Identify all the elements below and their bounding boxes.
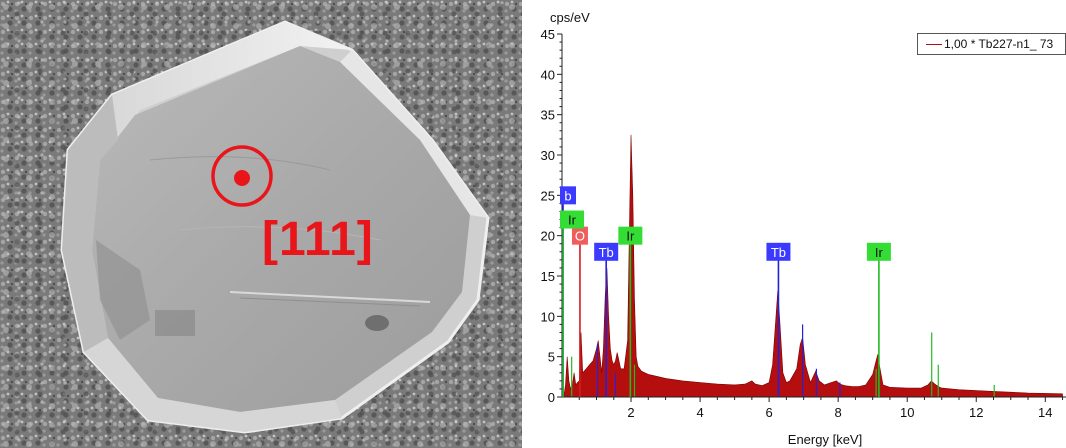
- x-tick-label-10: 10: [900, 405, 914, 420]
- element-box-ir-6: [560, 210, 584, 229]
- x-axis-label: Energy [keV]: [788, 432, 862, 447]
- y-tick-label-15: 15: [541, 269, 555, 284]
- y-tick-label-30: 30: [541, 148, 555, 163]
- spectrum-area: [563, 134, 1063, 398]
- analysis-spot-ring: [211, 145, 273, 207]
- crystal-orientation-label: [111]: [262, 213, 374, 266]
- element-label-ir-2: Ir: [626, 229, 635, 244]
- x-tick-label-4: 4: [696, 405, 703, 420]
- x-tick-label-2: 2: [627, 405, 634, 420]
- element-label-tb-1: Tb: [599, 245, 614, 260]
- legend-entry: 1,00 * Tb227-n1_ 73: [944, 37, 1054, 51]
- y-axis-unit-label: cps/eV: [550, 10, 590, 25]
- x-tick-label-8: 8: [835, 405, 842, 420]
- edx-spectrum-chart: cps/eV 0 5 10 15 20 25 30 35 40 45 2 4 6 8 10 12 14 O Tb I…: [522, 0, 1066, 448]
- element-box-b-5: [560, 186, 576, 205]
- y-tick-label-35: 35: [541, 108, 555, 123]
- y-tick-label-40: 40: [541, 67, 555, 82]
- legend: 1,00 * Tb227-n1_ 73: [917, 33, 1066, 55]
- x-tick-label-6: 6: [766, 405, 773, 420]
- element-box-tb-1: [594, 242, 619, 261]
- sem-image: [0, 0, 522, 448]
- spectrum-plot: cps/eV 0 5 10 15 20 25 30 35 40 45 2 4 6 8 10 12 14 O Tb I…: [541, 10, 1066, 447]
- x-tick-label-12: 12: [969, 405, 983, 420]
- y-tick-label-25: 25: [541, 188, 555, 203]
- sem-micrograph: [111]: [0, 0, 522, 448]
- x-tick-label-14: 14: [1038, 405, 1052, 420]
- element-label-o-0: O: [575, 229, 585, 244]
- y-tick-label-10: 10: [541, 309, 555, 324]
- y-tick-label-0: 0: [548, 390, 555, 405]
- y-tick-label-20: 20: [541, 229, 555, 244]
- y-tick-label-45: 45: [541, 27, 555, 42]
- element-label-b-5: b: [564, 188, 571, 203]
- element-label-ir-6: Ir: [568, 213, 577, 228]
- surface-pit: [365, 315, 389, 331]
- element-box-ir-4: [866, 242, 891, 261]
- element-box-o-0: [571, 226, 588, 245]
- element-box-ir-2: [618, 226, 643, 245]
- element-label-tb-3: Tb: [771, 245, 786, 260]
- analysis-spot: [234, 170, 250, 186]
- y-tick-label-5: 5: [548, 350, 555, 365]
- element-box-tb-3: [766, 242, 791, 261]
- legend-swatch: [926, 44, 942, 45]
- element-label-ir-4: Ir: [875, 245, 884, 260]
- crystal-top-facet: [112, 22, 352, 140]
